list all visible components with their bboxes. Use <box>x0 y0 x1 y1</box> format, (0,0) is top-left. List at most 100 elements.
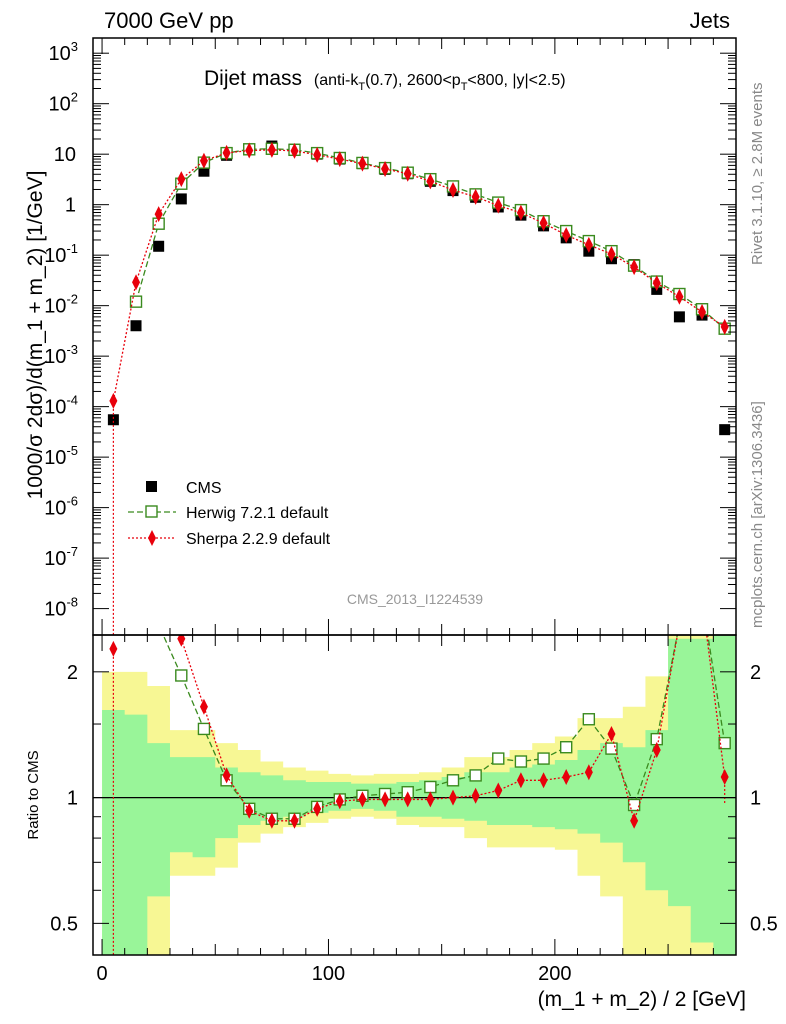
main-point-sherpa <box>698 303 707 320</box>
x-axis-title: (m_1 + m_2) / 2 [GeV] <box>538 988 746 1011</box>
legend-marker-cms <box>146 481 157 492</box>
main-y-tick-label: 10-4 <box>44 393 78 419</box>
main-point-cms <box>107 414 119 426</box>
plot-title-sub-a: (anti-k <box>314 72 359 89</box>
x-tick-label: 0 <box>96 963 107 985</box>
ratio-point-herwig <box>674 619 685 630</box>
main-point-cms <box>175 193 187 205</box>
ratio-point-herwig <box>718 736 731 750</box>
y-axis-title: 1000/σ 2dσ)/d(m_1 + m_2) [1/GeV] <box>24 171 47 500</box>
ratio-point-herwig <box>514 755 528 768</box>
main-y-tick-label: 10-6 <box>44 494 78 520</box>
main-y-tick-label: 10-8 <box>44 595 78 621</box>
main-point-sherpa <box>675 288 684 305</box>
ratio-point-sherpa <box>698 590 706 606</box>
main-point-cms <box>198 165 210 177</box>
legend: CMS Herwig 7.2.1 default Sherpa 2.2.9 de… <box>128 480 331 548</box>
main-point-sherpa <box>358 155 367 172</box>
ratio-point-sherpa <box>381 791 390 808</box>
main-y-tick-label: 10-3 <box>44 342 78 368</box>
ratio-point-sherpa <box>630 812 639 829</box>
plot-title: Dijet mass (anti-kT(0.7), 2600<pT<800, |… <box>204 67 566 93</box>
ratio-point-herwig <box>697 593 708 604</box>
analysis-label: CMS_2013_I1224539 <box>347 591 483 607</box>
ratio-point-sherpa <box>403 791 412 808</box>
mcplots-reference-label: mcplots.cern.ch [arXiv:1306.3436] <box>749 401 766 628</box>
main-point-sherpa <box>313 146 322 163</box>
main-point-sherpa <box>109 392 118 409</box>
ratio-point-herwig <box>582 713 596 726</box>
ratio-point-sherpa <box>516 772 525 789</box>
main-y-tick-label: 10-7 <box>44 544 78 570</box>
main-point-sherpa <box>539 215 548 232</box>
main-y-tick-label: 10-1 <box>44 241 78 267</box>
ratio-line-herwig-lead <box>162 635 182 676</box>
legend-item-herwig: Herwig 7.2.1 default <box>128 505 329 522</box>
main-point-sherpa <box>290 142 299 159</box>
main-point-herwig <box>129 295 143 308</box>
ratio-point-sherpa <box>607 725 616 742</box>
ratio-point-sherpa <box>358 791 367 808</box>
rivet-version-label: Rivet 3.1.10, ≥ 2.8M events <box>749 83 766 266</box>
ratio-band-inner <box>102 635 736 955</box>
ratio-point-sherpa <box>675 616 683 632</box>
ratio-panel-content <box>93 590 736 955</box>
header-left-text: 7000 GeV pp <box>104 8 234 33</box>
main-point-sherpa <box>494 197 503 214</box>
plot-title-sub-t1: T <box>358 81 365 93</box>
x-tick-label: 200 <box>538 963 571 985</box>
ratio-point-sherpa <box>199 698 208 715</box>
ratio-point-herwig <box>537 752 550 765</box>
main-point-cms <box>153 240 165 252</box>
main-point-cms <box>130 320 142 332</box>
ratio-point-sherpa <box>335 793 344 810</box>
ratio-point-herwig <box>446 774 460 787</box>
legend-item-sherpa: Sherpa 2.2.9 default <box>128 530 331 548</box>
plot-title-main: Dijet mass <box>204 67 302 90</box>
ratio-point-sherpa <box>539 772 548 789</box>
main-point-sherpa <box>652 275 661 292</box>
main-point-cms <box>719 424 731 436</box>
plot-title-sub-b: (0.7), 2600<p <box>365 72 461 89</box>
ratio-point-herwig <box>492 752 505 765</box>
main-point-cms <box>673 311 685 323</box>
main-point-sherpa <box>222 144 231 161</box>
ratio-point-herwig <box>424 780 437 794</box>
header-right-text: Jets <box>690 8 730 33</box>
main-y-tick-label: 102 <box>49 90 78 116</box>
ratio-point-sherpa <box>222 767 231 784</box>
x-tick-label: 100 <box>312 963 345 985</box>
ratio-point-sherpa <box>471 787 480 804</box>
main-y-tick-label: 10 <box>54 144 76 166</box>
legend-marker-sherpa <box>148 530 156 546</box>
ratio-point-herwig <box>559 741 573 754</box>
main-point-sherpa <box>448 182 457 199</box>
ratio-point-herwig <box>627 798 641 812</box>
ratio-point-sherpa <box>494 782 503 799</box>
ratio-point-sherpa <box>177 635 186 647</box>
legend-item-cms: CMS <box>146 480 222 497</box>
ratio-y-tick-label-right: 1 <box>750 788 761 810</box>
main-point-sherpa <box>381 160 390 177</box>
ratio-y-axis-title: Ratio to CMS <box>25 750 42 839</box>
main-point-sherpa <box>471 188 480 205</box>
main-point-sherpa <box>132 274 141 291</box>
ratio-y-tick-label-left: 0.5 <box>50 913 78 935</box>
plot-title-sub-c: <800, |y|<2.5) <box>467 72 565 89</box>
main-point-sherpa <box>199 152 208 169</box>
main-y-tick-label: 103 <box>49 39 78 65</box>
legend-label-cms: CMS <box>186 480 222 497</box>
ratio-y-tick-label-right: 0.5 <box>750 913 778 935</box>
legend-marker-herwig <box>145 505 158 518</box>
ratio-point-herwig <box>605 742 618 755</box>
main-point-sherpa <box>607 246 616 263</box>
ratio-y-tick-label-right: 2 <box>750 662 761 684</box>
main-panel-content <box>107 140 731 635</box>
main-point-sherpa <box>403 165 412 182</box>
main-point-sherpa <box>245 142 254 159</box>
axes: 10-810-710-610-510-410-310-210-111010210… <box>44 38 778 985</box>
ratio-point-sherpa <box>290 812 299 829</box>
ratio-point-herwig <box>469 769 482 782</box>
ratio-point-herwig <box>197 722 211 736</box>
